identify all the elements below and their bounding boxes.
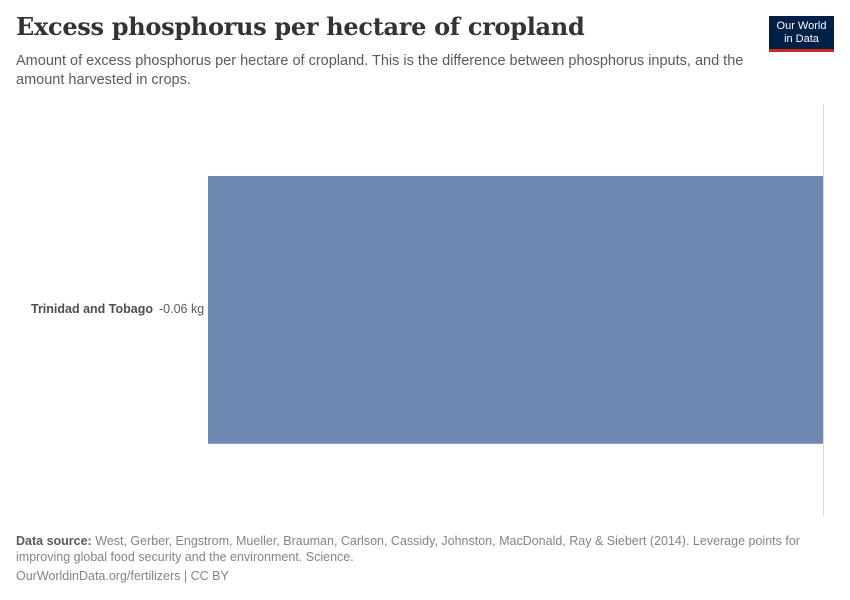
source-url-link[interactable]: OurWorldinData.org/fertilizers <box>16 569 181 583</box>
footer-separator: | <box>180 569 191 583</box>
owid-logo[interactable]: Our World in Data <box>769 16 834 52</box>
chart-subtitle: Amount of excess phosphorus per hectare … <box>16 53 744 88</box>
source-text: West, Gerber, Engstrom, Mueller, Brauman… <box>16 534 800 564</box>
value-label: -0.06 kg <box>159 302 205 316</box>
zero-axis-line <box>823 104 824 516</box>
bar-trinidad-and-tobago[interactable] <box>208 176 823 444</box>
logo-line-2: in Data <box>784 33 819 45</box>
chart-title: Excess phosphorus per hectare of croplan… <box>16 12 585 41</box>
country-name[interactable]: Trinidad and Tobago <box>31 302 153 316</box>
source-label: Data source: <box>16 534 92 548</box>
footer-links: OurWorldinData.org/fertilizers | CC BY <box>16 569 229 583</box>
row-label: Trinidad and Tobago -0.06 kg <box>31 302 204 316</box>
logo-line-1: Our World <box>776 20 827 32</box>
license-link[interactable]: CC BY <box>190 569 229 583</box>
data-source: Data source: West, Gerber, Engstrom, Mue… <box>16 533 806 565</box>
